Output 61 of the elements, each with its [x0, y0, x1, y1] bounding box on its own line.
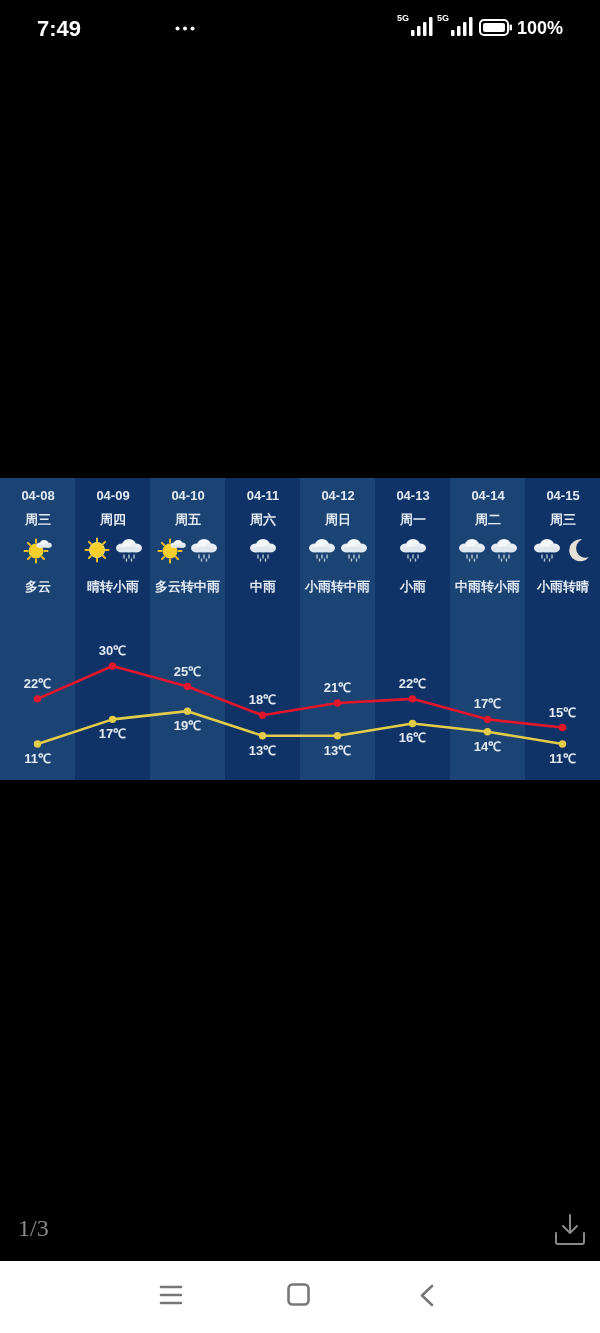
- text: 100%: [517, 18, 564, 38]
- text: 7:49: [37, 16, 82, 41]
- data-label: 17℃: [98, 726, 127, 742]
- data-label: 11℃: [549, 751, 576, 766]
- point: [408, 719, 417, 728]
- data-label: 22℃: [398, 675, 427, 691]
- point: [558, 723, 567, 732]
- point: [33, 695, 42, 703]
- point: [483, 727, 492, 736]
- point: [183, 682, 192, 691]
- x-tick-label: 04-08: [21, 487, 55, 503]
- x-tick-label: 04-14: [471, 487, 506, 503]
- data-label: 22℃: [23, 675, 52, 691]
- text: 晴转小雨: [86, 579, 139, 594]
- point: [408, 695, 417, 703]
- x-tick-label: 04-15: [546, 487, 580, 503]
- text: 周一: [398, 512, 426, 527]
- data-label: 15℃: [548, 704, 577, 720]
- text: 多云: [24, 579, 51, 594]
- point: [558, 740, 567, 748]
- text: 周四: [98, 512, 126, 527]
- text: 小雨: [398, 579, 426, 594]
- point: [33, 740, 42, 748]
- data-label: 14℃: [473, 738, 502, 754]
- data-label: 21℃: [323, 679, 352, 695]
- x-tick-label: 04-09: [96, 487, 130, 503]
- data-label: 13℃: [248, 742, 277, 758]
- text: 小雨转中雨: [304, 579, 370, 594]
- text: 周二: [473, 512, 501, 527]
- point: [258, 711, 267, 719]
- point: [333, 732, 342, 740]
- point: [483, 715, 492, 724]
- point: [108, 715, 117, 724]
- text: 5G: [437, 13, 450, 23]
- text: 周六: [248, 512, 276, 527]
- x-tick-label: 04-13: [396, 487, 430, 503]
- text: 周三: [548, 512, 576, 527]
- data-label: 11℃: [24, 751, 51, 766]
- point: [183, 707, 192, 715]
- data-label: 17℃: [473, 696, 502, 712]
- point: [108, 662, 117, 670]
- text: 周五: [173, 512, 201, 527]
- data-label: 30℃: [98, 643, 127, 658]
- data-label: 19℃: [173, 718, 202, 734]
- text: 1/3: [18, 1215, 49, 1241]
- text: 周三: [23, 512, 51, 527]
- text: 小雨转晴: [535, 579, 589, 594]
- point: [258, 732, 267, 740]
- data-label: 25℃: [173, 663, 202, 679]
- point: [333, 699, 342, 707]
- text: 中雨: [249, 579, 276, 594]
- x-tick-label: 04-11: [246, 487, 280, 503]
- x-tick-label: 04-12: [321, 487, 355, 503]
- data-label: 16℃: [398, 730, 427, 746]
- data-label: 18℃: [248, 692, 277, 708]
- data-label: 13℃: [323, 742, 352, 758]
- text: 5G: [397, 13, 410, 23]
- text: 多云转中雨: [155, 579, 220, 594]
- x-tick-label: 04-10: [171, 487, 205, 503]
- text: 周日: [323, 512, 351, 527]
- text: 中雨转小雨: [455, 579, 520, 594]
